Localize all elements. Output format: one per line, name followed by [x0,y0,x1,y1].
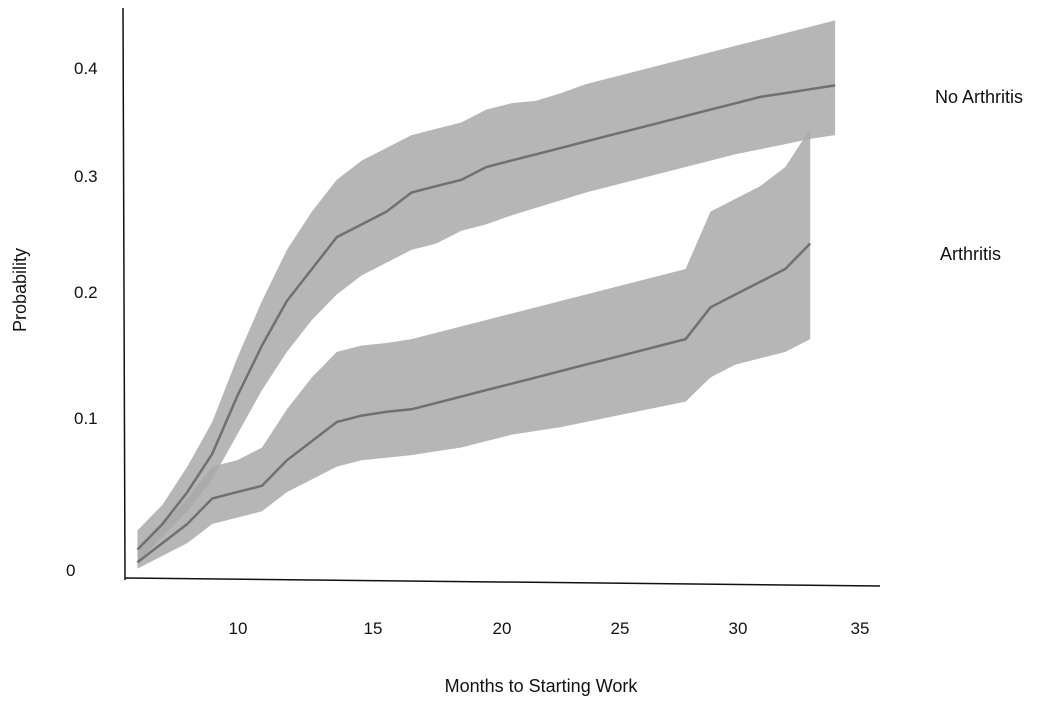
y-tick-label: 0.2 [74,283,98,302]
y-tick-label: 0.3 [74,167,98,186]
x-axis [124,577,881,587]
series-lines [136,84,836,564]
x-tick-labels: 10 15 20 25 30 35 [229,619,870,638]
confidence-bands [137,20,836,569]
x-tick-label: 35 [851,619,870,638]
y-tick-label: 0.4 [74,59,98,78]
line-arthritis [136,242,812,564]
y-axis-label: Probability [10,248,30,332]
y-tick-label: 0 [66,561,75,580]
x-tick-label: 30 [729,619,748,638]
x-tick-label: 10 [229,619,248,638]
line-no-arthritis [136,84,836,551]
band-no-arthritis [137,20,836,563]
y-axis [122,7,126,581]
x-tick-label: 25 [611,619,630,638]
x-axis-label: Months to Starting Work [445,676,639,696]
x-tick-label: 20 [493,619,512,638]
band-arthritis [137,128,811,569]
y-tick-label: 0.1 [74,409,98,428]
series-label-arthritis: Arthritis [940,244,1001,264]
x-tick-label: 15 [364,619,383,638]
series-label-no-arthritis: No Arthritis [935,87,1023,107]
y-tick-labels: 0 0.1 0.2 0.3 0.4 [66,59,98,580]
